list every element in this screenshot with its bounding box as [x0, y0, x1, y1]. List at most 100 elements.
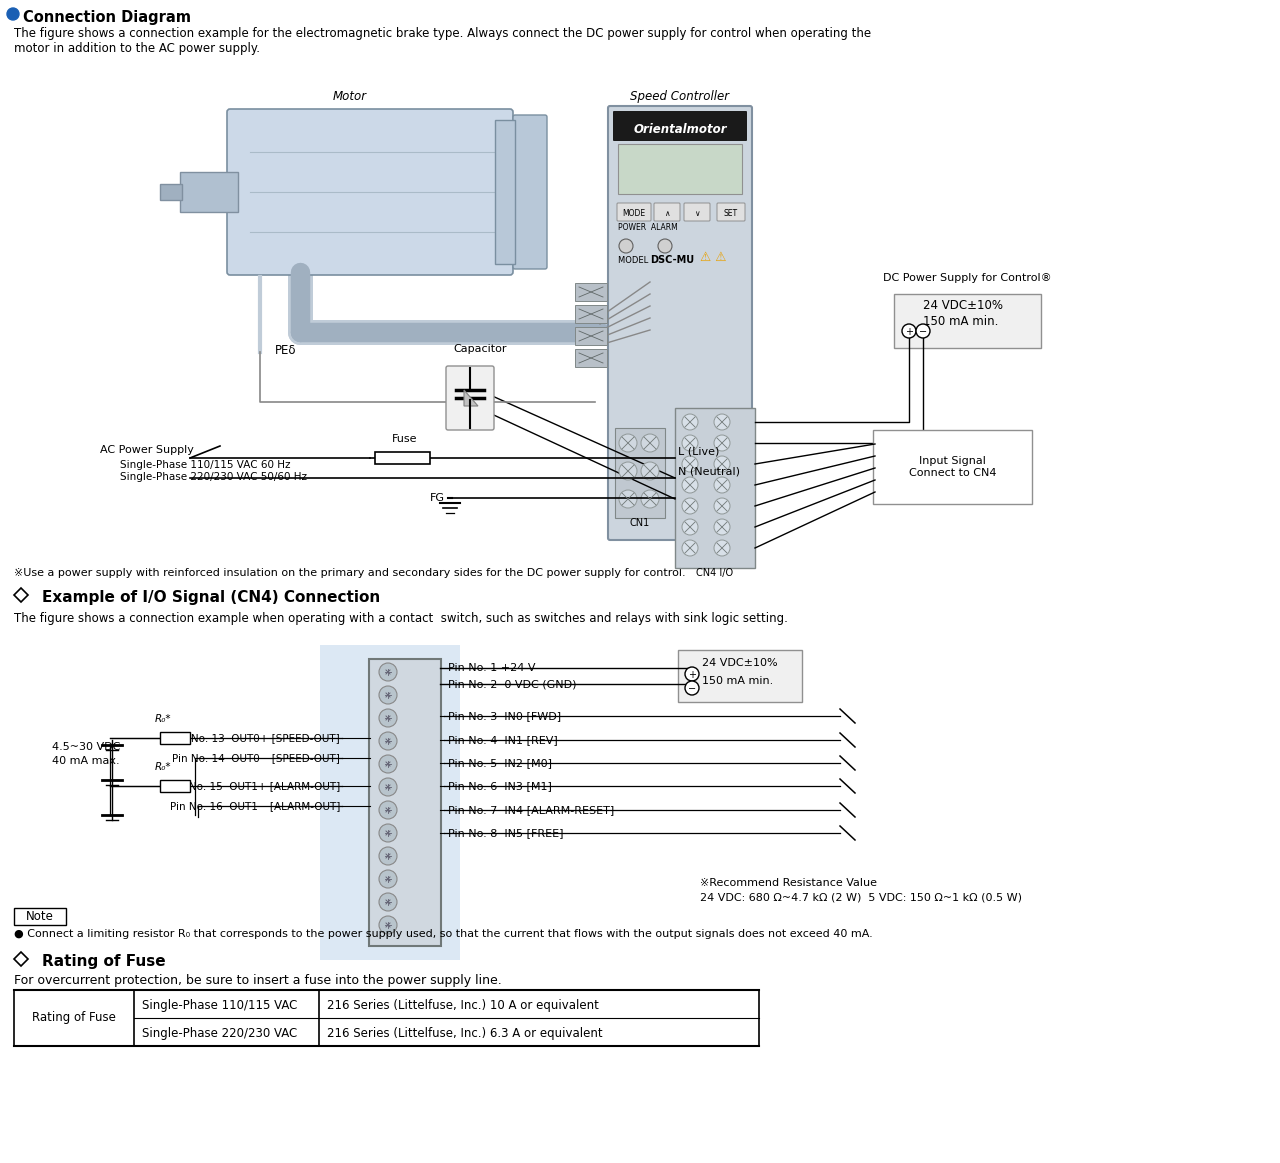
FancyBboxPatch shape: [608, 106, 753, 540]
Text: ⚠ ⚠: ⚠ ⚠: [700, 251, 727, 264]
Text: 24 VDC±10%: 24 VDC±10%: [923, 299, 1004, 312]
Circle shape: [902, 324, 916, 338]
Polygon shape: [14, 952, 28, 966]
Circle shape: [714, 477, 730, 493]
Circle shape: [379, 778, 397, 795]
Text: ∨: ∨: [694, 208, 700, 217]
Text: Pin No. 7  IN4 [ALARM-RESET]: Pin No. 7 IN4 [ALARM-RESET]: [448, 805, 614, 815]
Text: Single-Phase 110/115 VAC 60 Hz: Single-Phase 110/115 VAC 60 Hz: [120, 461, 291, 470]
Bar: [160, 732, 189, 744]
Text: 24 VDC±10%: 24 VDC±10%: [701, 658, 778, 668]
Circle shape: [620, 462, 637, 480]
Circle shape: [685, 682, 699, 695]
Text: Input Signal
Connect to CN4: Input Signal Connect to CN4: [909, 456, 996, 478]
Text: The figure shows a connection example when operating with a contact  switch, suc: The figure shows a connection example wh…: [14, 612, 788, 625]
Text: SET: SET: [724, 208, 739, 217]
Text: ● Connect a limiting resistor R₀ that corresponds to the power supply used, so t: ● Connect a limiting resistor R₀ that co…: [14, 929, 873, 939]
Bar: [675, 408, 755, 568]
FancyBboxPatch shape: [617, 204, 652, 221]
Circle shape: [379, 732, 397, 750]
Bar: [614, 428, 666, 518]
Text: Pin No. 8  IN5 [FREE]: Pin No. 8 IN5 [FREE]: [448, 828, 563, 839]
Circle shape: [682, 477, 698, 493]
Circle shape: [682, 414, 698, 430]
Text: 40 mA max.: 40 mA max.: [52, 756, 119, 766]
Circle shape: [916, 324, 931, 338]
Text: MODE: MODE: [622, 208, 645, 217]
Circle shape: [620, 434, 637, 452]
Text: PEδ: PEδ: [275, 344, 297, 357]
Circle shape: [714, 456, 730, 472]
Circle shape: [714, 414, 730, 430]
Text: Note: Note: [26, 911, 54, 923]
Circle shape: [379, 847, 397, 865]
Text: Rating of Fuse: Rating of Fuse: [42, 954, 165, 969]
Circle shape: [379, 870, 397, 889]
Text: DSC-MU: DSC-MU: [650, 255, 694, 265]
Bar: [575, 327, 607, 345]
Text: Pin No. 3  IN0 [FWD]: Pin No. 3 IN0 [FWD]: [448, 711, 561, 721]
Bar: [495, 120, 515, 264]
Text: ※Use a power supply with reinforced insulation on the primary and secondary side: ※Use a power supply with reinforced insu…: [14, 568, 686, 578]
Text: −: −: [919, 327, 927, 337]
Text: FG: FG: [430, 493, 445, 504]
Text: Pin No. 16  OUT1− [ALARM-OUT]: Pin No. 16 OUT1− [ALARM-OUT]: [170, 801, 340, 811]
Circle shape: [682, 456, 698, 472]
Text: +: +: [905, 327, 913, 337]
Text: POWER  ALARM: POWER ALARM: [618, 223, 677, 231]
Text: Motor: Motor: [333, 90, 367, 104]
Bar: [14, 908, 67, 925]
Bar: [160, 184, 182, 200]
Text: Rating of Fuse: Rating of Fuse: [32, 1012, 116, 1025]
Text: Pin No. 1 +24 V: Pin No. 1 +24 V: [448, 663, 535, 673]
Circle shape: [658, 240, 672, 254]
Circle shape: [379, 893, 397, 911]
Text: 216 Series (Littelfuse, Inc.) 6.3 A or equivalent: 216 Series (Littelfuse, Inc.) 6.3 A or e…: [326, 1027, 603, 1040]
Circle shape: [620, 490, 637, 508]
Circle shape: [714, 519, 730, 535]
Text: Pin No. 4  IN1 [REV]: Pin No. 4 IN1 [REV]: [448, 735, 558, 745]
FancyBboxPatch shape: [684, 204, 710, 221]
Bar: [320, 645, 460, 959]
Text: Single-Phase 220/230 VAC: Single-Phase 220/230 VAC: [142, 1027, 297, 1040]
Bar: [618, 144, 742, 194]
Circle shape: [682, 435, 698, 451]
Text: 150 mA min.: 150 mA min.: [923, 315, 998, 328]
Text: DC Power Supply for Control®: DC Power Supply for Control®: [883, 273, 1052, 283]
Text: Single-Phase 220/230 VAC 50/60 Hz: Single-Phase 220/230 VAC 50/60 Hz: [120, 472, 307, 481]
Text: Pin No. 2  0 VDC (GND): Pin No. 2 0 VDC (GND): [448, 679, 576, 688]
Text: For overcurrent protection, be sure to insert a fuse into the power supply line.: For overcurrent protection, be sure to i…: [14, 973, 502, 987]
Bar: [160, 780, 189, 792]
FancyBboxPatch shape: [717, 204, 745, 221]
Text: Orientalmotor: Orientalmotor: [634, 122, 727, 136]
Circle shape: [379, 686, 397, 704]
Text: Pin No. 15  OUT1+ [ALARM-OUT]: Pin No. 15 OUT1+ [ALARM-OUT]: [170, 782, 340, 791]
Circle shape: [379, 825, 397, 842]
Text: Fuse: Fuse: [392, 434, 417, 444]
Text: 216 Series (Littelfuse, Inc.) 10 A or equivalent: 216 Series (Littelfuse, Inc.) 10 A or eq…: [326, 999, 599, 1012]
FancyBboxPatch shape: [678, 650, 803, 702]
Circle shape: [682, 540, 698, 556]
Text: Speed Controller: Speed Controller: [631, 90, 730, 104]
Circle shape: [379, 755, 397, 773]
Circle shape: [379, 801, 397, 819]
Bar: [375, 452, 430, 464]
Text: −: −: [687, 684, 696, 694]
Circle shape: [379, 709, 397, 727]
Text: ∧: ∧: [664, 208, 669, 217]
Text: N (Neutral): N (Neutral): [678, 466, 740, 476]
Text: 24 VDC: 680 Ω~4.7 kΩ (2 W)  5 VDC: 150 Ω~1 kΩ (0.5 W): 24 VDC: 680 Ω~4.7 kΩ (2 W) 5 VDC: 150 Ω~…: [700, 893, 1021, 902]
FancyBboxPatch shape: [445, 366, 494, 430]
FancyBboxPatch shape: [513, 115, 547, 269]
Circle shape: [714, 435, 730, 451]
Bar: [180, 172, 238, 212]
Text: Pin No. 5  IN2 [M0]: Pin No. 5 IN2 [M0]: [448, 758, 552, 768]
FancyBboxPatch shape: [873, 430, 1032, 504]
Text: 150 mA min.: 150 mA min.: [701, 676, 773, 686]
Circle shape: [641, 462, 659, 480]
Text: Pin No. 13  OUT0+ [SPEED-OUT]: Pin No. 13 OUT0+ [SPEED-OUT]: [173, 733, 340, 743]
Polygon shape: [14, 588, 28, 602]
Text: ※Recommend Resistance Value: ※Recommend Resistance Value: [700, 878, 877, 889]
Bar: [575, 305, 607, 323]
Circle shape: [379, 663, 397, 682]
